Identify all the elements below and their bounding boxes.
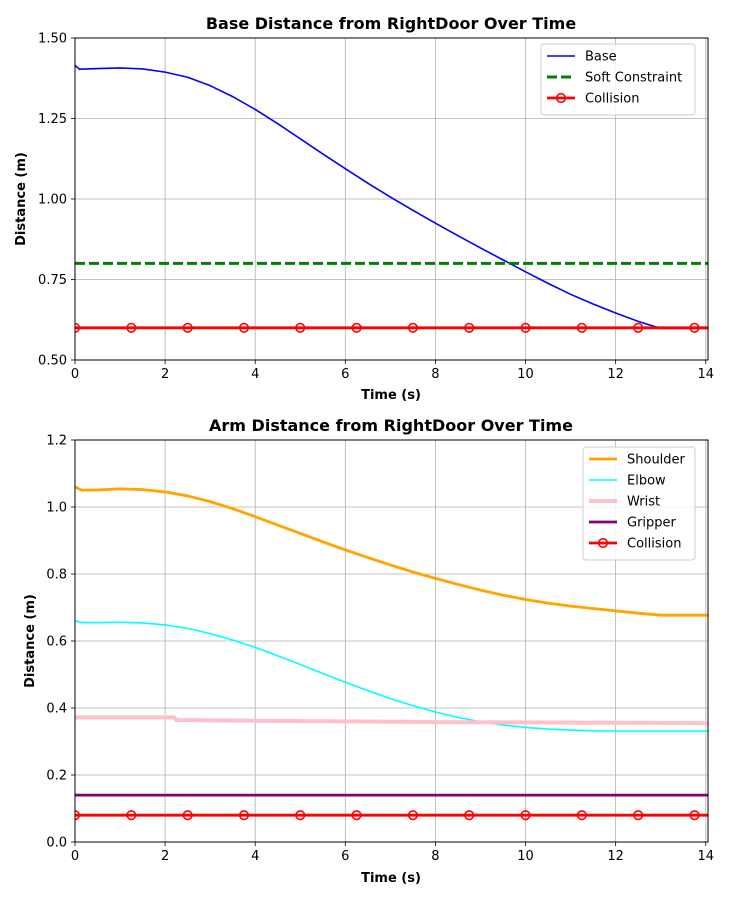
y-tick-label: 0.75 [38, 273, 67, 288]
x-tick-label: 10 [517, 367, 534, 382]
y-tick-label: 0.8 [46, 568, 67, 583]
x-tick-label: 8 [431, 367, 439, 382]
data-point-collision [75, 810, 81, 821]
data-point-collision [520, 322, 531, 333]
x-tick-label: 12 [607, 367, 624, 382]
data-point-collision [351, 810, 362, 821]
data-point-collision [464, 810, 475, 821]
data-point-collision [126, 322, 137, 333]
series-line-elbow [75, 620, 708, 732]
x-tick-label: 0 [71, 367, 79, 382]
x-tick-label: 6 [341, 367, 349, 382]
y-axis-label: Distance (m) [23, 594, 38, 688]
data-point-collision [238, 810, 250, 821]
y-tick-label: 0.6 [46, 635, 67, 650]
series-line-wrist [75, 715, 708, 726]
x-tick-label: 0 [71, 849, 79, 864]
y-tick-label: 0.2 [46, 769, 67, 784]
data-point-collision [351, 322, 362, 333]
legend-item-collision: Collision [547, 92, 639, 107]
y-tick-label: 1.00 [38, 193, 67, 208]
x-axis-label: Time (s) [361, 388, 421, 403]
chart-base-distance: Base Distance from RightDoor Over Time 0… [14, 14, 714, 403]
legend-item-soft-constraint: Soft Constraint [547, 71, 682, 86]
chart-arm-distance: Arm Distance from RightDoor Over Time 0 2… [23, 416, 714, 886]
x-tick-label: 8 [431, 849, 439, 864]
series-line-shoulder [75, 485, 708, 617]
legend-item-collision: Collision [589, 537, 681, 552]
x-tick-label: 14 [697, 849, 714, 864]
legend-label: Elbow [627, 474, 666, 489]
legend-box [540, 43, 696, 116]
data-point-collision [520, 810, 531, 821]
data-point-collision [238, 322, 250, 333]
chart-title: Base Distance from RightDoor Over Time [206, 14, 576, 33]
data-point-collision [295, 322, 306, 333]
y-tick-label: 0.50 [38, 354, 67, 369]
legend-marker [597, 537, 609, 549]
legend-label: Shoulder [627, 453, 686, 468]
y-axis-label: Distance (m) [14, 152, 29, 246]
y-tick-label: 1.2 [46, 434, 67, 449]
legend-box [582, 446, 696, 561]
chart-title: Arm Distance from RightDoor Over Time [209, 416, 573, 435]
series-line-base [75, 64, 708, 330]
data-point-collision [126, 810, 137, 821]
legend-item-shoulder: Shoulder [589, 453, 686, 468]
data-point-collision [633, 810, 644, 821]
legend-marker [555, 92, 567, 104]
y-tick-label: 0.4 [46, 702, 67, 717]
data-point-collision [75, 322, 81, 333]
y-tick-label: 1.0 [46, 501, 67, 516]
data-point-collision [633, 322, 644, 333]
y-tick-label: 1.25 [38, 112, 67, 127]
x-tick-label: 4 [251, 849, 259, 864]
data-point-collision [576, 322, 587, 333]
data-point-collision [295, 810, 306, 821]
x-tick-label: 4 [251, 367, 259, 382]
legend-label: Base [585, 50, 617, 65]
legend-item-gripper: Gripper [589, 516, 677, 531]
data-point-collision [689, 810, 700, 821]
ticks: 0 2 4 6 8 10 12 14 0.0 0.2 0.4 0.6 0.8 1.0 1.2 [46, 434, 714, 865]
legend-label: Gripper [627, 516, 677, 531]
data-point-collision [182, 322, 193, 333]
legend-item-wrist: Wrist [589, 495, 660, 510]
legend-item-elbow: Elbow [589, 474, 666, 489]
legend-item-base: Base [547, 50, 617, 65]
ticks: 0 2 4 6 8 10 12 14 0.50 0.75 1.00 1.25 1.50 [38, 32, 714, 383]
x-tick-label: 2 [161, 367, 169, 382]
x-tick-label: 6 [341, 849, 349, 864]
y-tick-label: 1.50 [38, 32, 67, 47]
x-tick-label: 10 [517, 849, 534, 864]
legend-label: Collision [585, 92, 639, 107]
series-layer [75, 485, 708, 821]
data-point-collision [182, 810, 193, 821]
series-layer [75, 64, 708, 333]
x-tick-label: 12 [607, 849, 624, 864]
legend-label: Wrist [627, 495, 660, 510]
legend: Shoulder Elbow Wrist Gripper Collision [582, 446, 696, 561]
legend-label: Soft Constraint [585, 71, 682, 86]
data-point-collision [407, 322, 419, 333]
x-tick-label: 14 [697, 367, 714, 382]
legend-label: Collision [627, 537, 681, 552]
data-point-collision [464, 322, 475, 333]
data-point-collision [407, 810, 419, 821]
y-tick-label: 0.0 [46, 836, 67, 851]
data-point-collision [576, 810, 587, 821]
data-point-collision [689, 322, 700, 333]
x-tick-label: 2 [161, 849, 169, 864]
x-axis-label: Time (s) [361, 871, 421, 886]
legend: Base Soft Constraint Collision [540, 43, 696, 116]
